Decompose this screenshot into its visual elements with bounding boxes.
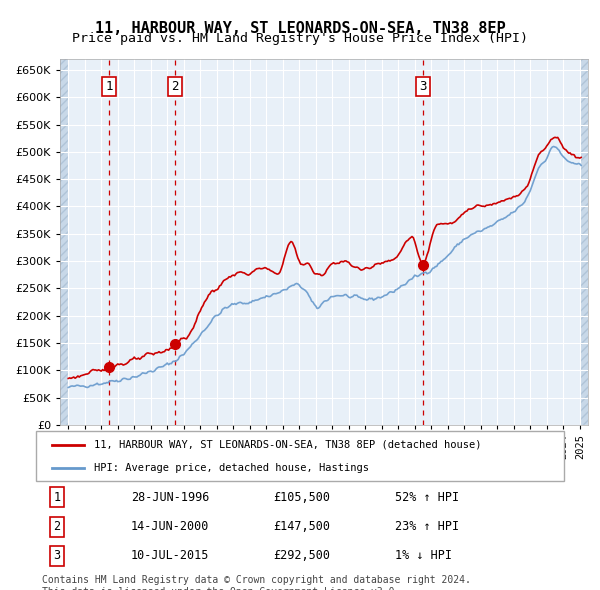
Text: 3: 3 bbox=[53, 549, 61, 562]
Text: 52% ↑ HPI: 52% ↑ HPI bbox=[395, 491, 459, 504]
Text: £292,500: £292,500 bbox=[274, 549, 331, 562]
Text: £105,500: £105,500 bbox=[274, 491, 331, 504]
Text: 1: 1 bbox=[106, 80, 113, 93]
FancyBboxPatch shape bbox=[36, 431, 564, 481]
Bar bbox=[60, 59, 68, 425]
Text: 23% ↑ HPI: 23% ↑ HPI bbox=[395, 520, 459, 533]
Text: 11, HARBOUR WAY, ST LEONARDS-ON-SEA, TN38 8EP: 11, HARBOUR WAY, ST LEONARDS-ON-SEA, TN3… bbox=[95, 21, 505, 35]
Text: Price paid vs. HM Land Registry's House Price Index (HPI): Price paid vs. HM Land Registry's House … bbox=[72, 32, 528, 45]
Text: 10-JUL-2015: 10-JUL-2015 bbox=[131, 549, 209, 562]
Bar bbox=[580, 59, 588, 425]
Text: 1: 1 bbox=[53, 491, 61, 504]
Text: 2: 2 bbox=[171, 80, 178, 93]
Text: 11, HARBOUR WAY, ST LEONARDS-ON-SEA, TN38 8EP (detached house): 11, HARBOUR WAY, ST LEONARDS-ON-SEA, TN3… bbox=[94, 440, 482, 450]
Text: 1% ↓ HPI: 1% ↓ HPI bbox=[395, 549, 452, 562]
Text: 3: 3 bbox=[419, 80, 427, 93]
Text: 2: 2 bbox=[53, 520, 61, 533]
Text: 28-JUN-1996: 28-JUN-1996 bbox=[131, 491, 209, 504]
Text: £147,500: £147,500 bbox=[274, 520, 331, 533]
Text: 14-JUN-2000: 14-JUN-2000 bbox=[131, 520, 209, 533]
Text: HPI: Average price, detached house, Hastings: HPI: Average price, detached house, Hast… bbox=[94, 463, 369, 473]
Text: Contains HM Land Registry data © Crown copyright and database right 2024.
This d: Contains HM Land Registry data © Crown c… bbox=[42, 575, 471, 590]
